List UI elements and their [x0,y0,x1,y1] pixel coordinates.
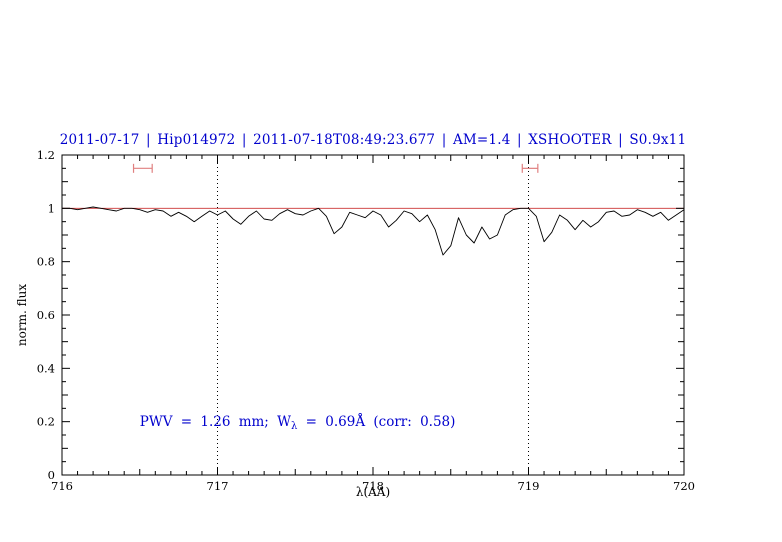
x-tick-label: 717 [207,479,229,493]
x-tick-label: 718 [362,479,384,493]
x-tick-label: 719 [518,479,540,493]
pwv-annotation-sub: λ [291,420,298,432]
y-tick-label: 0.2 [37,415,55,429]
pwv-annotation: PWV = 1.26 mm; Wλ = 0.69Å (corr: 0.58) [140,414,456,432]
chart-title: 2011-07-17 | Hip014972 | 2011-07-18T08:4… [59,132,687,148]
x-tick-label: 720 [673,479,695,493]
pwv-annotation-prefix: PWV = 1.26 mm; W [139,413,292,430]
y-tick-label: 0 [48,468,55,482]
x-tick-label: 716 [51,479,73,493]
y-tick-label: 0.8 [37,255,55,269]
y-tick-label: 1.2 [37,148,55,162]
y-axis-label: norm. flux [15,283,29,347]
y-tick-label: 0.4 [37,361,55,375]
spectrum-line [62,206,685,256]
x-axis-label: λ(AA) [355,485,391,499]
pwv-annotation-suffix: = 0.69Å (corr: 0.58) [297,413,456,430]
y-tick-label: 1 [48,201,55,215]
y-tick-label: 0.6 [37,308,55,322]
